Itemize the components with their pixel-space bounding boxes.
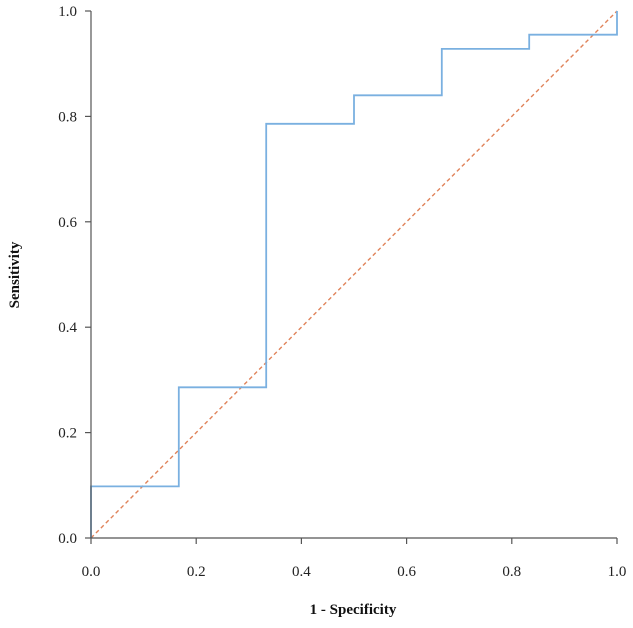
- y-tick-label: 0.6: [58, 215, 77, 231]
- y-tick-label: 0.0: [58, 531, 77, 547]
- y-tick-label: 0.2: [58, 426, 77, 442]
- x-tick-label: 0.8: [502, 564, 521, 580]
- y-tick-label: 0.8: [58, 109, 77, 125]
- x-tick-label: 1.0: [608, 564, 627, 580]
- axes: [90, 11, 617, 539]
- plot-lines: [90, 10, 618, 539]
- y-tick-label: 0.4: [58, 320, 77, 336]
- x-tick-label: 0.0: [82, 564, 101, 580]
- roc-curve: [90, 11, 618, 538]
- x-tick-label: 0.2: [187, 564, 206, 580]
- x-axis-label: 1 - Specificity: [310, 602, 397, 618]
- x-ticks: 0.0 0.2 0.4 0.6 0.8 1.0: [82, 538, 627, 580]
- x-tick-label: 0.6: [397, 564, 416, 580]
- x-tick-label: 0.4: [292, 564, 311, 580]
- y-ticks: 0.0 0.2 0.4 0.6 0.8 1.0: [58, 4, 91, 547]
- y-axis-label: Sensitivity: [7, 241, 23, 308]
- reference-line: [90, 10, 618, 539]
- y-tick-label: 1.0: [58, 4, 77, 20]
